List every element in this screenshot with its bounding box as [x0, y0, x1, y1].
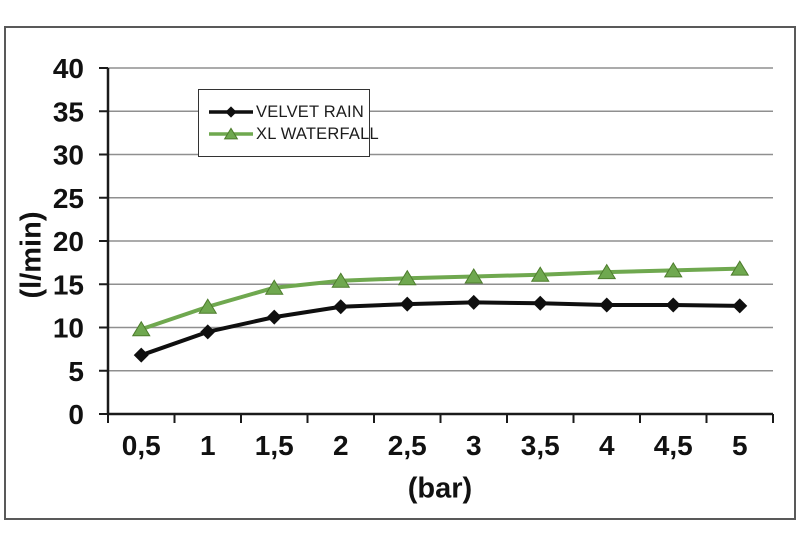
series-line-xl-waterfall — [139, 266, 742, 332]
y-tick-label: 20 — [53, 226, 84, 257]
y-tick-label: 30 — [53, 140, 84, 171]
x-tick-label: 3 — [466, 430, 482, 461]
y-tick-label: 40 — [53, 53, 84, 84]
chart-frame: 0 5 10 15 20 25 30 35 40 0,5 1 1,5 2 2,5 3 3,5 4 4,5 5 (l/… — [4, 26, 796, 520]
xl-waterfall-line-marker-icon — [209, 127, 253, 140]
diamond-marker — [225, 106, 237, 118]
x-tick-label: 5 — [732, 430, 748, 461]
diamond-marker — [399, 296, 415, 312]
triangle-marker — [223, 127, 239, 140]
diamond-marker — [532, 295, 548, 311]
y-tick-label: 35 — [53, 96, 84, 127]
x-tick-label: 1 — [200, 430, 216, 461]
y-tick-label: 5 — [68, 356, 84, 387]
x-axis-title: (bar) — [407, 472, 473, 505]
legend-item-xl-waterfall: XL WATERFALL — [208, 125, 379, 144]
diamond-marker — [200, 324, 216, 340]
diamond-marker — [266, 309, 282, 325]
diamond-marker — [599, 297, 615, 313]
triangle-marker — [730, 260, 750, 276]
diamond-marker — [665, 297, 681, 313]
y-axis-title: (l/min) — [15, 211, 48, 299]
x-tick-label: 2 — [333, 430, 349, 461]
diamond-marker — [732, 298, 748, 314]
velvet-rain-line-marker-icon — [209, 106, 253, 118]
legend: VELVET RAIN XL WATERFALL — [198, 89, 379, 157]
triangle-marker — [530, 266, 550, 282]
y-tick-label: 25 — [53, 183, 84, 214]
x-tick-label: 4 — [599, 430, 615, 461]
y-tick-label: 10 — [53, 313, 84, 344]
x-tick-label: 2,5 — [388, 430, 427, 461]
x-tick-label: 3,5 — [521, 430, 560, 461]
diamond-marker — [466, 294, 482, 310]
y-tick-label: 0 — [68, 399, 84, 430]
x-tick-label: 0,5 — [122, 430, 161, 461]
diamond-marker — [333, 299, 349, 315]
triangle-marker — [131, 320, 151, 337]
triangle-marker — [464, 268, 484, 284]
triangle-marker — [198, 298, 218, 314]
x-tick-label: 1,5 — [255, 430, 294, 461]
triangle-marker — [264, 279, 284, 295]
legend-label-xl-waterfall: XL WATERFALL — [256, 124, 379, 143]
legend-item-velvet-rain: VELVET RAIN — [208, 103, 369, 122]
plot-svg: 0 5 10 15 20 25 30 35 40 0,5 1 1,5 2 2,5 3 3,5 4 4,5 5 — [53, 53, 774, 461]
x-tick-label: 4,5 — [654, 430, 693, 461]
y-tick-label: 15 — [53, 269, 84, 300]
triangle-marker — [397, 269, 417, 286]
diamond-marker — [133, 347, 149, 363]
series-line-velvet-rain — [139, 300, 742, 358]
triangle-marker — [597, 263, 617, 280]
legend-label-velvet-rain: VELVET RAIN — [256, 102, 364, 121]
triangle-marker — [663, 261, 683, 278]
triangle-marker — [331, 272, 351, 288]
